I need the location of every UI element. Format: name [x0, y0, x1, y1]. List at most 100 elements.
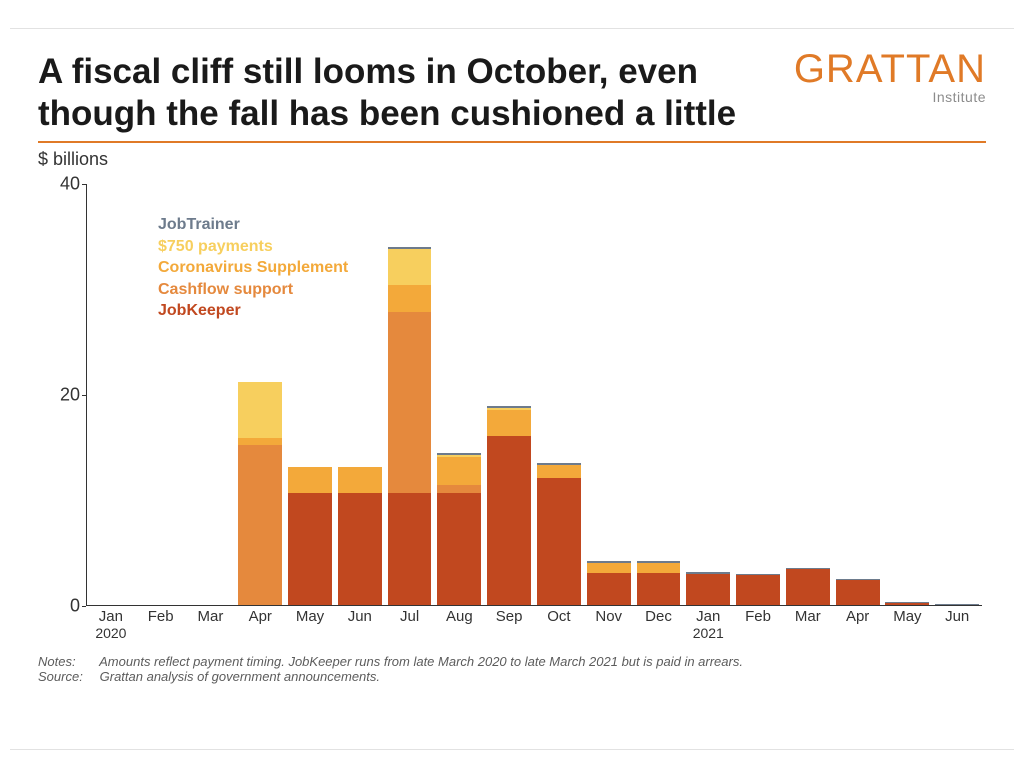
bar-segment-jobtrainer: [935, 604, 979, 605]
bar-stack: [935, 604, 979, 605]
bar-stack: [238, 382, 282, 605]
bar-segment-jobkeeper: [637, 573, 681, 605]
bar-segment-payments750: [238, 382, 282, 438]
bar-segment-supplement: [288, 467, 332, 493]
chart-area: 02040 JobTrainer$750 paymentsCoronavirus…: [38, 184, 986, 644]
page: A fiscal cliff still looms in October, e…: [0, 0, 1024, 767]
y-tick-label: 20: [38, 385, 80, 406]
bar-stack: [338, 467, 382, 605]
x-tick-label: May: [883, 606, 933, 644]
bar-column: [534, 184, 584, 605]
x-tick-label: Aug: [434, 606, 484, 644]
bar-segment-jobkeeper: [537, 478, 581, 605]
page-title: A fiscal cliff still looms in October, e…: [38, 51, 738, 135]
bar-column: [584, 184, 634, 605]
bar-stack: [736, 574, 780, 605]
x-tick-label: Sep: [484, 606, 534, 644]
bar-column: [932, 184, 982, 605]
bar-segment-payments750: [388, 249, 432, 285]
x-tick-label: Nov: [584, 606, 634, 644]
legend: JobTrainer$750 paymentsCoronavirus Suppl…: [158, 214, 348, 322]
bar-segment-supplement: [587, 563, 631, 574]
x-tick-label: Mar: [783, 606, 833, 644]
bar-stack: [637, 561, 681, 605]
bar-segment-supplement: [487, 410, 531, 436]
legend-item-payments750: $750 payments: [158, 236, 348, 258]
x-tick-label: Jun: [335, 606, 385, 644]
bar-column: [634, 184, 684, 605]
title-rule: [38, 141, 986, 143]
bar-column: [385, 184, 435, 605]
x-tick-label: Apr: [235, 606, 285, 644]
bar-stack: [487, 406, 531, 605]
x-tick-label: Jan2020: [86, 606, 136, 644]
bar-column: [484, 184, 534, 605]
brand-logo: GRATTAN Institute: [794, 49, 986, 105]
chart-panel: A fiscal cliff still looms in October, e…: [10, 28, 1014, 750]
bar-stack: [437, 453, 481, 605]
logo-text: GRATTAN: [794, 49, 986, 89]
bar-stack: [836, 579, 880, 605]
bar-segment-jobkeeper: [437, 493, 481, 605]
bar-segment-supplement: [537, 465, 581, 479]
bar-column: [733, 184, 783, 605]
bar-stack: [537, 463, 581, 605]
x-tick-year: 2020: [86, 626, 136, 641]
y-tick-label: 40: [38, 174, 80, 195]
bar-stack: [885, 602, 929, 605]
source-line: Source: Grattan analysis of government a…: [38, 669, 986, 684]
x-tick-label: Mar: [186, 606, 236, 644]
notes-label: Notes:: [38, 654, 96, 669]
plot-region: JobTrainer$750 paymentsCoronavirus Suppl…: [86, 184, 982, 606]
x-tick-label: Jul: [385, 606, 435, 644]
bar-segment-jobkeeper: [388, 493, 432, 605]
legend-item-supplement: Coronavirus Supplement: [158, 257, 348, 279]
bar-segment-jobkeeper: [487, 436, 531, 605]
notes-line: Notes: Amounts reflect payment timing. J…: [38, 654, 986, 669]
bar-segment-supplement: [637, 563, 681, 574]
bar-column: [883, 184, 933, 605]
bar-stack: [587, 561, 631, 605]
bar-stack: [388, 247, 432, 605]
bar-segment-supplement: [338, 467, 382, 493]
bar-column: [86, 184, 136, 605]
bar-stack: [786, 568, 830, 605]
bar-stack: [686, 572, 730, 605]
y-tick-label: 0: [38, 596, 80, 617]
bar-segment-cashflow: [437, 485, 481, 493]
bar-segment-jobkeeper: [686, 574, 730, 605]
bar-segment-supplement: [388, 285, 432, 311]
bar-segment-jobkeeper: [587, 573, 631, 605]
bar-segment-cashflow: [388, 312, 432, 493]
bar-segment-jobkeeper: [786, 569, 830, 605]
x-tick-label: Apr: [833, 606, 883, 644]
logo-subtext: Institute: [794, 89, 986, 105]
bar-column: [833, 184, 883, 605]
bar-segment-cashflow: [238, 445, 282, 605]
bar-segment-jobkeeper: [288, 493, 332, 605]
x-tick-label: Feb: [733, 606, 783, 644]
y-axis-title: $ billions: [38, 149, 1014, 170]
bar-column: [783, 184, 833, 605]
x-tick-label: Jun: [932, 606, 982, 644]
source-text: Grattan analysis of government announcem…: [100, 669, 380, 684]
bar-column: [434, 184, 484, 605]
x-tick-label: Jan2021: [683, 606, 733, 644]
x-tick-year: 2021: [683, 626, 733, 641]
legend-item-cashflow: Cashflow support: [158, 279, 348, 301]
legend-item-jobtrainer: JobTrainer: [158, 214, 348, 236]
header: A fiscal cliff still looms in October, e…: [10, 29, 1014, 135]
footnotes: Notes: Amounts reflect payment timing. J…: [38, 654, 986, 684]
bar-segment-jobkeeper: [885, 603, 929, 605]
bar-segment-supplement: [437, 457, 481, 484]
source-label: Source:: [38, 669, 96, 684]
notes-text: Amounts reflect payment timing. JobKeepe…: [99, 654, 743, 669]
bar-column: [683, 184, 733, 605]
bar-segment-jobkeeper: [736, 575, 780, 605]
legend-item-jobkeeper: JobKeeper: [158, 300, 348, 322]
bar-stack: [288, 467, 332, 605]
x-tick-label: Feb: [136, 606, 186, 644]
x-tick-label: May: [285, 606, 335, 644]
x-tick-label: Dec: [634, 606, 684, 644]
bar-segment-jobkeeper: [836, 580, 880, 605]
